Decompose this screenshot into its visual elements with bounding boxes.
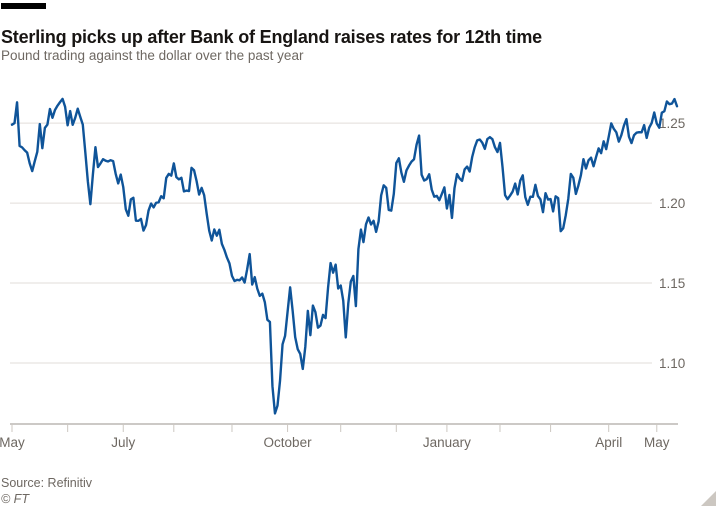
x-axis-label: January (423, 435, 471, 450)
ft-copyright: © FT (1, 492, 29, 506)
x-axis-label: July (111, 435, 135, 450)
resize-handle-icon (701, 491, 716, 506)
y-axis-label: 1.25 (659, 116, 685, 131)
ft-top-rule (1, 3, 46, 9)
x-axis-label: May (0, 435, 25, 450)
price-line (10, 97, 679, 415)
page-title: Sterling picks up after Bank of England … (1, 27, 542, 48)
chart-canvas: 1.25 1.20 1.15 1.10 May July October January Apr… (0, 97, 685, 450)
x-axis-label: April (595, 435, 622, 450)
x-axis-label: October (264, 435, 313, 450)
x-axis-label: May (644, 435, 670, 450)
y-axis-label: 1.15 (659, 276, 685, 291)
chart-subtitle: Pound trading against the dollar over th… (1, 48, 304, 63)
y-axis-label: 1.10 (659, 356, 685, 371)
source-label: Source: Refinitiv (1, 476, 93, 490)
y-axis-label: 1.20 (659, 196, 685, 211)
